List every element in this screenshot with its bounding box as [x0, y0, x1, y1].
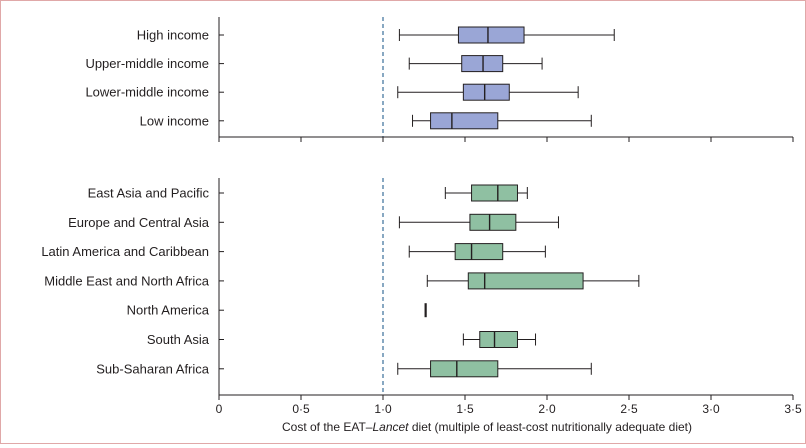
box-group: South Asia — [147, 331, 537, 348]
iqr-box — [457, 26, 525, 44]
income-panel: High income Upper-middle income Lower-midd… — [85, 17, 794, 142]
box-group: Middle East and North Africa — [44, 272, 640, 290]
x-axis-label-part: Lancet — [372, 420, 409, 434]
box-group: High income — [137, 26, 615, 44]
x-tick-label: 3·5 — [784, 402, 802, 416]
x-axis-label-part: Cost of the EAT– — [282, 420, 373, 434]
iqr-box — [471, 184, 518, 202]
category-label: East Asia and Pacific — [88, 186, 210, 201]
iqr-box — [430, 360, 499, 378]
x-axis-label: Cost of the EAT–Lancet diet (multiple of… — [282, 420, 692, 434]
iqr-box — [430, 112, 499, 130]
x-tick-label: 2·0 — [538, 402, 556, 416]
category-label: Low income — [140, 113, 209, 128]
box-group: Latin America and Caribbean — [41, 243, 546, 261]
box-group: Lower-middle income — [85, 83, 579, 101]
box-group: Europe and Central Asia — [68, 213, 559, 231]
x-tick-label: 0 — [216, 402, 223, 416]
category-label: North America — [127, 303, 210, 318]
x-axis: 0 0·5 1·0 1·5 2·0 2·5 3·0 3·5 — [216, 394, 802, 416]
iqr-box — [454, 243, 504, 261]
iqr-box — [467, 272, 584, 290]
x-axis-label-part: diet (multiple of least-cost nutritional… — [409, 420, 692, 434]
x-tick-label: 2·5 — [620, 402, 638, 416]
iqr-box — [461, 55, 504, 73]
box-group: Sub-Saharan Africa — [96, 360, 592, 378]
iqr-box — [469, 213, 517, 231]
x-tick-label: 0·5 — [292, 402, 310, 416]
box-group: North America — [127, 303, 427, 318]
category-label: Europe and Central Asia — [68, 215, 210, 230]
x-tick-label: 3·0 — [702, 402, 720, 416]
category-label: South Asia — [147, 332, 210, 347]
iqr-box — [462, 83, 510, 101]
category-label: Latin America and Caribbean — [41, 244, 209, 259]
iqr-box — [479, 331, 518, 348]
box-group: East Asia and Pacific — [88, 184, 528, 202]
category-label: Lower-middle income — [85, 85, 209, 100]
region-panel: East Asia and Pacific Europe and Central … — [41, 178, 640, 395]
category-label: Sub-Saharan Africa — [96, 361, 210, 376]
x-tick-label: 1·0 — [374, 402, 392, 416]
category-label: High income — [137, 28, 209, 43]
category-label: Upper-middle income — [85, 56, 209, 71]
box-group: Low income — [140, 112, 592, 130]
category-label: Middle East and North Africa — [44, 273, 210, 288]
x-tick-label: 1·5 — [456, 402, 474, 416]
box-group: Upper-middle income — [85, 55, 543, 73]
